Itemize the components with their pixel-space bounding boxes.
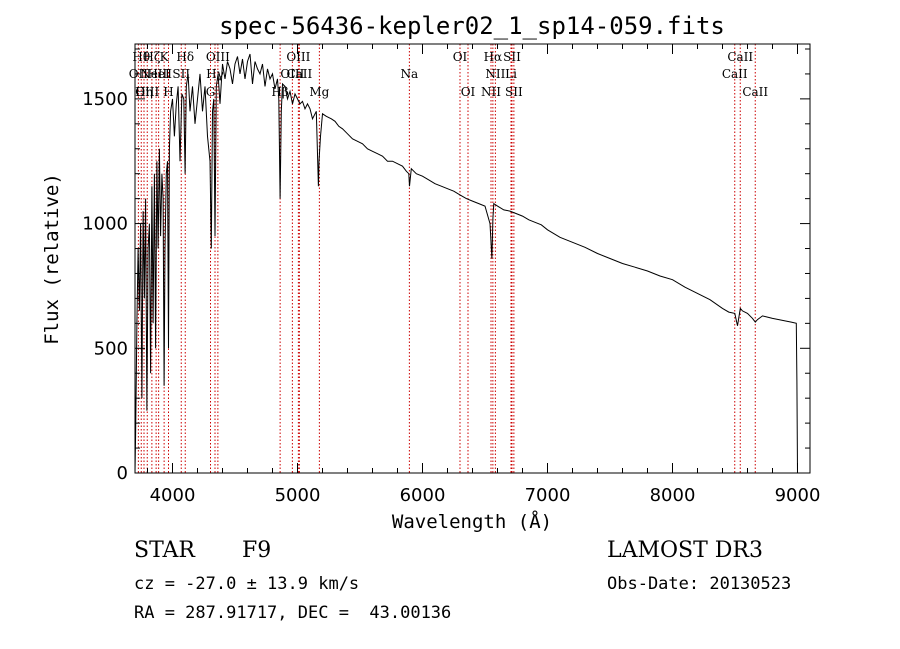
line-label: SII (503, 50, 521, 64)
line-label: Hζ (143, 50, 160, 64)
y-tick-label: 1000 (82, 214, 128, 235)
x-tick-label: 4000 (150, 485, 196, 506)
line-label: Hθ (132, 50, 150, 64)
line-label: H (163, 85, 173, 99)
line-label: SII (505, 85, 523, 99)
x-tick-label: 8000 (650, 485, 696, 506)
spectral-line-markers (137, 44, 756, 473)
line-label: OIII (286, 50, 310, 64)
y-tick-label: 0 (117, 463, 128, 484)
line-label: K (160, 50, 170, 64)
x-tick-label: 9000 (775, 485, 821, 506)
axis-ticks: 4000 5000 6000 7000 8000 9000 0 500 1000 1500 (82, 44, 820, 506)
line-label: SII (172, 67, 190, 81)
line-label: CaII (742, 85, 768, 99)
line-label: OI (453, 50, 468, 64)
line-label: Hη (135, 85, 153, 99)
line-label: Na (401, 67, 419, 81)
line-label: NII (485, 67, 505, 81)
line-label: Hγ (206, 67, 224, 81)
line-label: OIII (206, 50, 230, 64)
line-label: OII (129, 67, 149, 81)
observation-date: Obs-Date: 20130523 (607, 574, 792, 594)
line-label: NII (481, 85, 501, 99)
line-label: NeIII (140, 67, 172, 81)
spectrum-series-line (134, 53, 798, 474)
x-tick-label: 6000 (400, 485, 446, 506)
line-label: OIII (280, 67, 304, 81)
line-label: HeI (147, 67, 170, 81)
spectral-line-labels: OIIHθHηOIIIHζNeIIIHeIKHSIIHδGHγOIIIHβOII… (129, 50, 769, 99)
y-axis-label: Flux (relative) (41, 173, 63, 345)
line-label: Hβ (271, 85, 288, 99)
line-label: CaII (727, 50, 753, 64)
redshift-velocity: cz = -27.0 ± 13.9 km/s (134, 574, 360, 594)
object-subclass: F9 (242, 538, 272, 563)
object-class: STAR (134, 538, 195, 563)
chart-title: spec-56436-kepler02_1_sp14-059.fits (219, 12, 725, 40)
y-tick-label: 1500 (82, 89, 128, 110)
x-tick-label: 7000 (525, 485, 571, 506)
line-label: CaII (722, 67, 748, 81)
line-label: Li (505, 67, 517, 81)
line-label: OIII (135, 85, 159, 99)
survey-name: LAMOST DR3 (607, 538, 763, 563)
x-axis-label: Wavelength (Å) (392, 510, 552, 533)
line-label: Mg (309, 85, 329, 99)
line-label: G (206, 85, 216, 99)
y-tick-label: 500 (94, 338, 128, 359)
x-tick-label: 5000 (275, 485, 321, 506)
line-label: OI (461, 85, 476, 99)
line-label: Hα (484, 50, 503, 64)
ra-dec-coordinates: RA = 287.91717, DEC = 43.00136 (134, 603, 452, 623)
line-label: Hδ (176, 50, 194, 64)
line-label: CaII (286, 67, 312, 81)
plot-frame (134, 43, 811, 474)
